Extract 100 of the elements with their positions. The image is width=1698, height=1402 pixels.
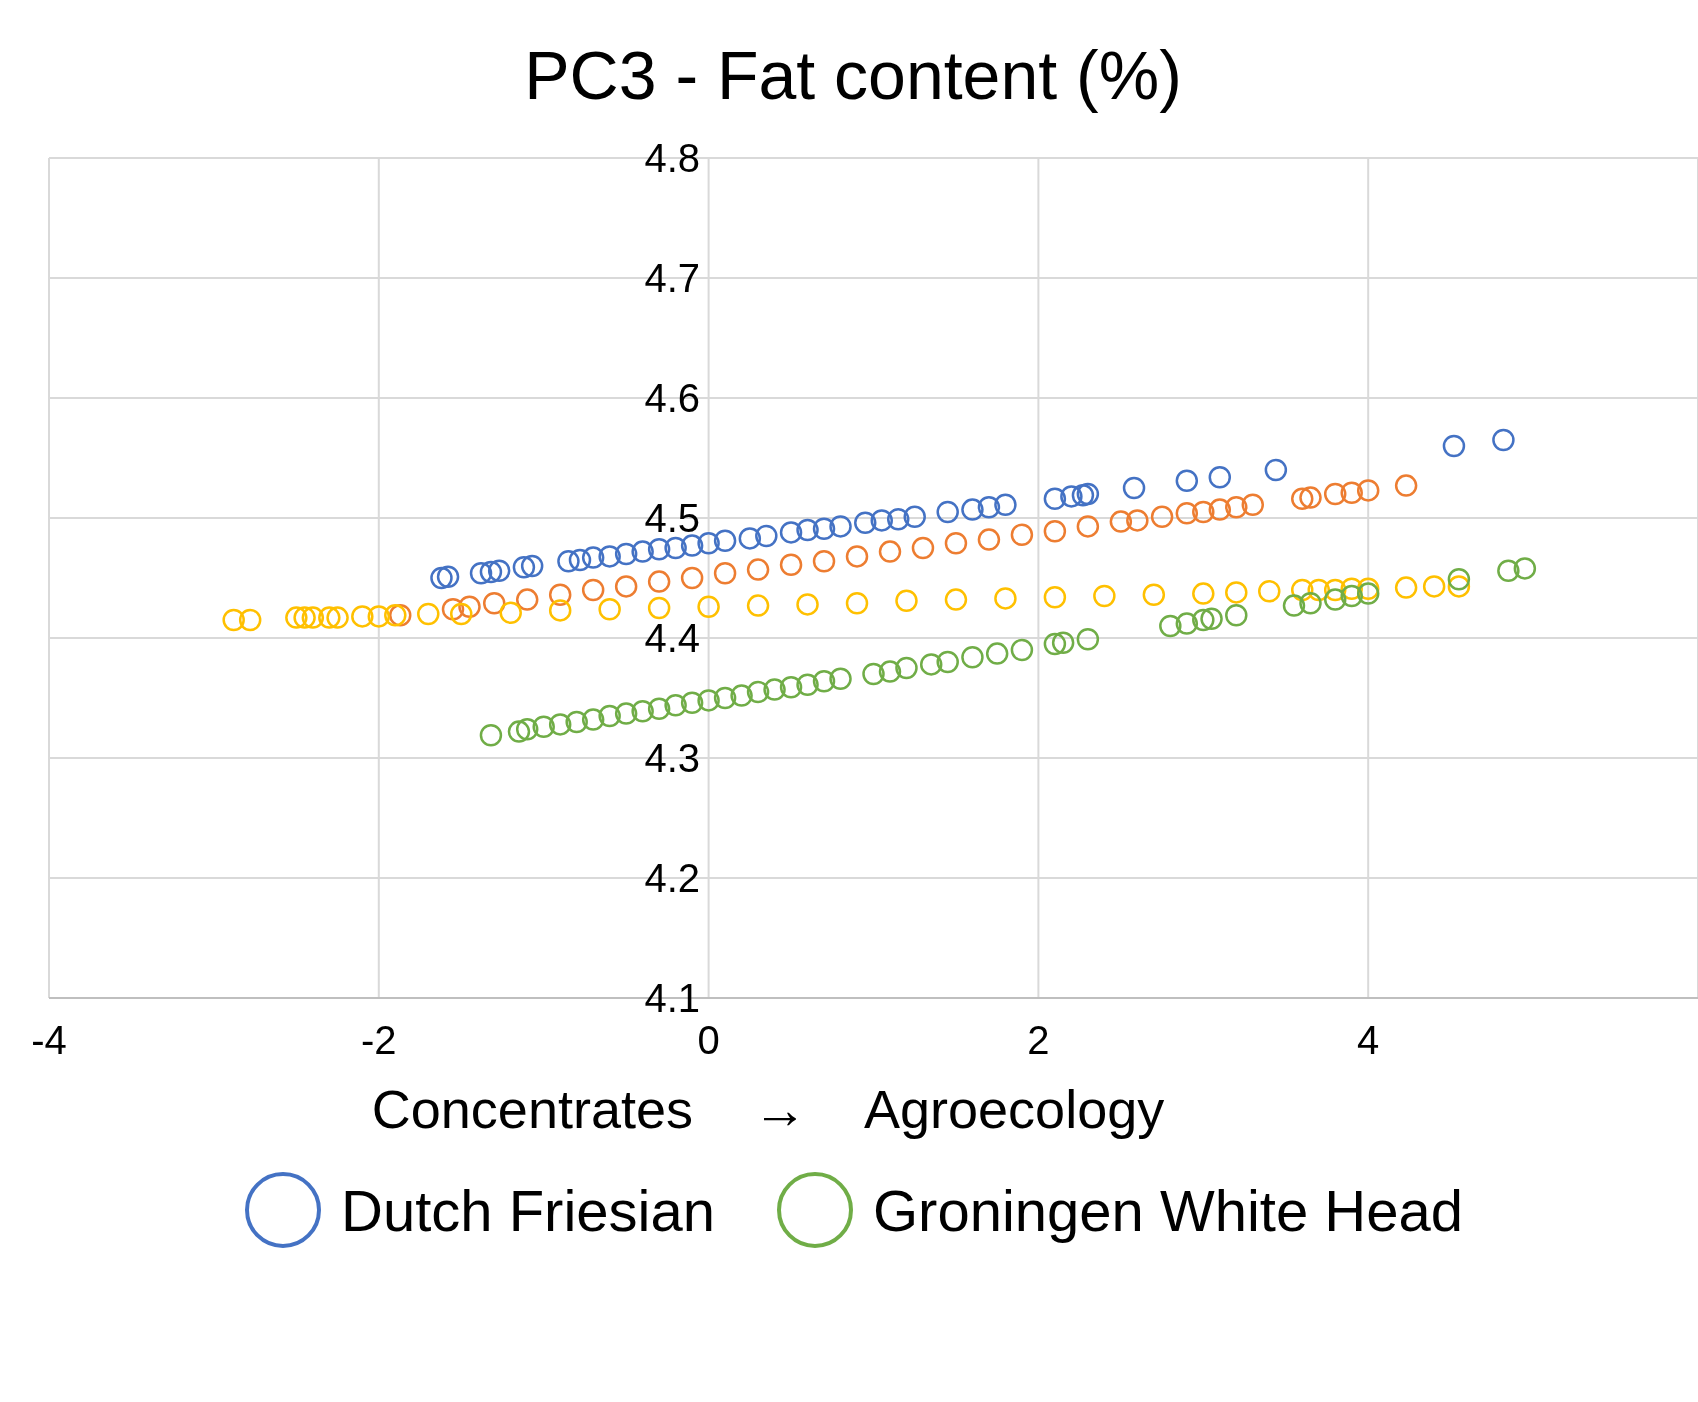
point: [1200, 607, 1223, 631]
point: [479, 560, 503, 584]
point: [911, 536, 935, 560]
point: [1192, 608, 1215, 632]
point: [285, 606, 308, 629]
point: [1442, 434, 1466, 458]
x-tick-label: 4: [1357, 1018, 1380, 1063]
point: [870, 509, 893, 532]
point: [895, 656, 918, 680]
point: [713, 561, 737, 585]
point: [1394, 474, 1418, 497]
x-axis-title: Concentrates → Agroecology: [370, 1078, 1166, 1140]
point: [1051, 631, 1075, 655]
point: [1043, 519, 1067, 543]
point: [829, 515, 852, 538]
point: [1225, 603, 1248, 627]
point: [763, 678, 786, 701]
point: [845, 591, 869, 615]
point: [631, 699, 654, 723]
point: [730, 684, 753, 707]
point: [1093, 584, 1116, 608]
y-tick-label: 4.1: [644, 976, 700, 1020]
point: [458, 595, 481, 619]
point: [779, 675, 803, 699]
point: [1513, 557, 1537, 580]
point: [1225, 581, 1248, 604]
point: [647, 570, 671, 593]
point: [548, 583, 572, 607]
point: [568, 548, 592, 572]
y-tick-label: 4.7: [644, 256, 700, 300]
point: [1225, 495, 1248, 519]
point: [1340, 584, 1363, 608]
point: [1192, 500, 1215, 524]
point: [697, 531, 720, 555]
point: [598, 545, 621, 568]
point: [532, 715, 555, 739]
point: [436, 565, 460, 589]
point: [697, 595, 720, 619]
point: [1126, 509, 1149, 532]
point: [796, 593, 819, 616]
point: [293, 606, 316, 629]
point: [1043, 632, 1067, 656]
point: [548, 713, 572, 736]
point: [631, 540, 654, 563]
point: [796, 673, 819, 697]
point: [994, 493, 1017, 517]
point: [1299, 486, 1322, 509]
point: [384, 603, 407, 627]
point: [614, 542, 638, 566]
point: [222, 608, 245, 632]
point: [680, 691, 704, 715]
point: [581, 578, 605, 602]
point: [1043, 487, 1067, 511]
point: [961, 645, 984, 669]
point: [1109, 510, 1133, 533]
point: [1492, 428, 1515, 452]
point: [301, 606, 325, 629]
point: [680, 566, 704, 590]
point: [746, 680, 770, 704]
point: [1447, 567, 1471, 591]
point: [812, 517, 836, 541]
point: [994, 587, 1017, 610]
point: [961, 498, 984, 521]
point: [614, 575, 638, 598]
point: [1497, 559, 1520, 583]
point: [746, 558, 770, 581]
legend-label: Groningen White Head: [872, 1176, 1463, 1244]
point: [1323, 588, 1347, 611]
point: [1323, 482, 1347, 506]
point: [548, 599, 572, 622]
x-tick-label: -4: [31, 1018, 67, 1063]
point: [985, 642, 1009, 665]
point: [430, 566, 453, 590]
point: [1076, 515, 1100, 538]
point: [812, 549, 836, 573]
point: [1264, 458, 1288, 482]
point: [1010, 523, 1034, 547]
point: [664, 536, 687, 560]
point: [796, 518, 819, 542]
point: [755, 524, 778, 548]
point: [581, 546, 605, 569]
y-tick-label: 4.5: [644, 496, 700, 540]
point: [1192, 582, 1215, 605]
point: [614, 702, 638, 725]
point: [647, 596, 671, 620]
point: [738, 527, 762, 550]
point: [919, 653, 943, 676]
point: [1076, 627, 1100, 651]
point: [903, 505, 926, 529]
point: [367, 605, 391, 628]
point: [977, 528, 1001, 551]
point: [895, 589, 918, 613]
point: [680, 534, 704, 557]
point: [713, 529, 737, 553]
point: [520, 554, 544, 578]
y-tick-label: 4.2: [644, 856, 700, 900]
x-tick-label: 2: [1027, 1018, 1050, 1063]
point: [1060, 485, 1083, 508]
point: [1122, 476, 1146, 500]
point: [1076, 482, 1100, 506]
